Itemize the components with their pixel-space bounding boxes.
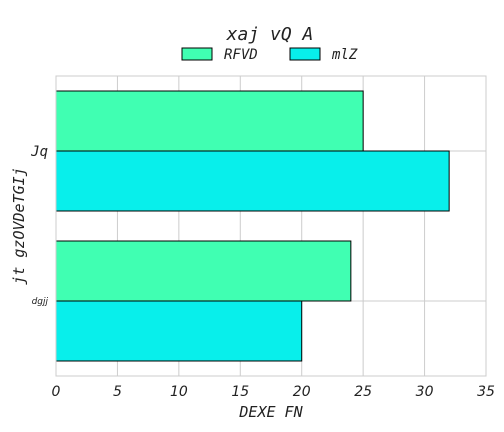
y-tick-labels: Jq dgjj xyxy=(30,144,48,307)
plot-frame xyxy=(55,75,487,377)
x-tick-label: 0 xyxy=(52,384,61,400)
x-tick-label: 35 xyxy=(477,384,495,400)
bars xyxy=(55,90,450,362)
y-tick-label-dgjj: dgjj xyxy=(32,297,49,307)
legend: RFVD mlZ xyxy=(181,47,358,63)
bar-mlz-jq xyxy=(55,150,450,212)
x-tick-label: 30 xyxy=(416,384,434,400)
x-axis-label: DEXE FN xyxy=(238,403,303,421)
x-tick-label: 25 xyxy=(354,384,372,400)
chart-title: xaj vQ A xyxy=(226,24,314,45)
legend-label-mlz: mlZ xyxy=(331,47,358,63)
y-axis-label: jt gzOVDeTGIj xyxy=(10,167,28,284)
y-tick-label-jq: Jq xyxy=(30,144,48,160)
bar-rfvd-dgjj xyxy=(55,240,352,302)
x-tick-label: 20 xyxy=(293,384,311,400)
bar-rfvd-jq xyxy=(55,90,364,152)
x-tick-label: 10 xyxy=(170,384,188,400)
x-tick-label: 15 xyxy=(231,384,249,400)
legend-swatch-mlz xyxy=(289,47,321,61)
x-tick-label: 5 xyxy=(113,384,122,400)
x-tick-labels: 0 5 10 15 20 25 30 35 xyxy=(52,384,495,400)
legend-swatch-rfvd xyxy=(181,47,213,61)
bar-mlz-dgjj xyxy=(55,300,303,362)
legend-label-rfvd: RFVD xyxy=(224,47,258,63)
